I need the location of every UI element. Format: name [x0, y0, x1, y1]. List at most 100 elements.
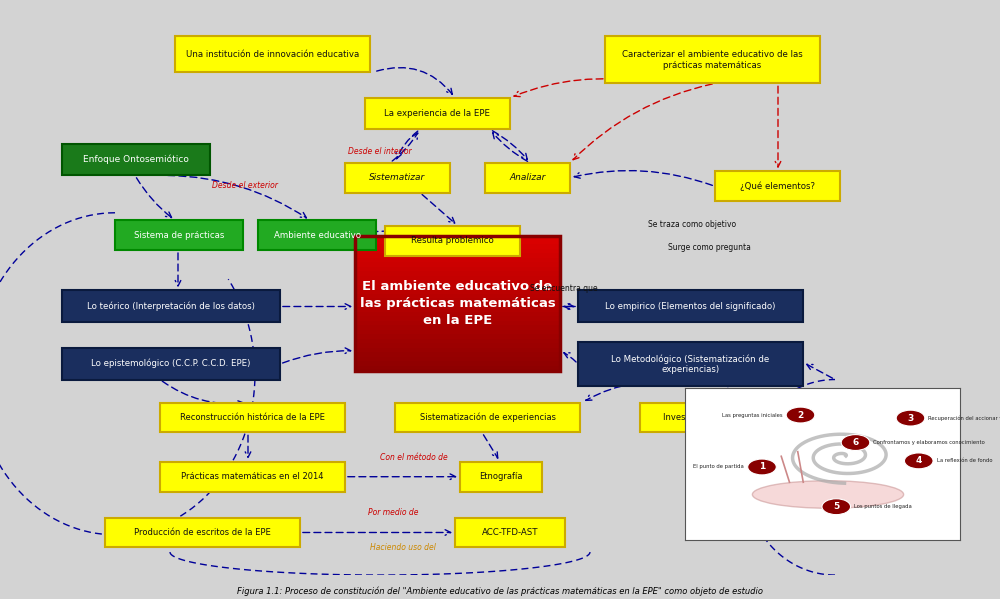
Circle shape — [841, 435, 870, 450]
FancyBboxPatch shape — [355, 244, 560, 249]
FancyBboxPatch shape — [105, 518, 300, 547]
FancyBboxPatch shape — [355, 343, 560, 349]
Text: Prácticas matemáticas en el 2014: Prácticas matemáticas en el 2014 — [181, 472, 324, 481]
Text: Producción de escritos de la EPE: Producción de escritos de la EPE — [134, 528, 271, 537]
FancyBboxPatch shape — [385, 226, 520, 256]
FancyBboxPatch shape — [355, 280, 560, 285]
FancyBboxPatch shape — [460, 462, 542, 492]
Text: Analizar: Analizar — [509, 173, 546, 182]
Text: Sistematizar: Sistematizar — [369, 173, 426, 182]
FancyBboxPatch shape — [355, 267, 560, 272]
Circle shape — [896, 410, 925, 426]
Circle shape — [822, 499, 851, 515]
FancyBboxPatch shape — [345, 163, 450, 193]
Text: Reconstrucción histórica de la EPE: Reconstrucción histórica de la EPE — [180, 413, 325, 422]
Text: ¿Qué elementos?: ¿Qué elementos? — [740, 181, 815, 191]
Text: 1: 1 — [759, 462, 765, 471]
FancyBboxPatch shape — [355, 311, 560, 317]
FancyBboxPatch shape — [365, 98, 510, 129]
FancyBboxPatch shape — [62, 291, 280, 322]
Text: Resulta problemico: Resulta problemico — [411, 237, 494, 246]
Text: 6: 6 — [852, 438, 859, 447]
FancyBboxPatch shape — [355, 334, 560, 340]
FancyBboxPatch shape — [355, 253, 560, 258]
Text: Recuperación del accionar vivido: Recuperación del accionar vivido — [928, 415, 1000, 421]
FancyBboxPatch shape — [355, 307, 560, 312]
Text: Investigación cualitativa: Investigación cualitativa — [663, 413, 765, 422]
FancyBboxPatch shape — [485, 163, 570, 193]
Text: 4: 4 — [916, 456, 922, 465]
FancyBboxPatch shape — [355, 330, 560, 335]
FancyBboxPatch shape — [355, 339, 560, 344]
Text: Ambiente educativo: Ambiente educativo — [274, 231, 360, 240]
FancyBboxPatch shape — [605, 36, 820, 83]
Text: Desde el interior: Desde el interior — [348, 147, 412, 156]
Text: Lo teórico (Interpretación de los datos): Lo teórico (Interpretación de los datos) — [87, 301, 255, 311]
FancyBboxPatch shape — [355, 302, 560, 308]
FancyBboxPatch shape — [175, 36, 370, 72]
FancyBboxPatch shape — [355, 289, 560, 294]
Text: Sistema de prácticas: Sistema de prácticas — [134, 231, 224, 240]
Text: Se traza como objetivo: Se traza como objetivo — [648, 220, 736, 229]
FancyBboxPatch shape — [160, 462, 345, 492]
FancyBboxPatch shape — [355, 235, 560, 240]
Text: El punto de partida: El punto de partida — [693, 464, 744, 470]
Text: Por medio de: Por medio de — [368, 509, 418, 518]
FancyBboxPatch shape — [355, 249, 560, 254]
FancyBboxPatch shape — [355, 321, 560, 326]
FancyBboxPatch shape — [62, 348, 280, 380]
Text: Enfoque Ontosemiótico: Enfoque Ontosemiótico — [83, 155, 189, 164]
FancyBboxPatch shape — [355, 357, 560, 362]
FancyBboxPatch shape — [355, 271, 560, 276]
FancyBboxPatch shape — [578, 291, 803, 322]
FancyBboxPatch shape — [258, 220, 376, 250]
Text: Surge como pregunta: Surge como pregunta — [668, 243, 751, 252]
FancyBboxPatch shape — [355, 348, 560, 353]
FancyBboxPatch shape — [160, 403, 345, 432]
FancyBboxPatch shape — [355, 361, 560, 367]
Text: Se encuentra que: Se encuentra que — [530, 284, 598, 293]
Circle shape — [786, 407, 815, 423]
Text: Lo empirico (Elementos del significado): Lo empirico (Elementos del significado) — [605, 302, 776, 311]
Circle shape — [748, 459, 776, 475]
Text: Lo Metodológico (Sistematización de
experiencias): Lo Metodológico (Sistematización de expe… — [611, 354, 770, 374]
Text: 2: 2 — [797, 410, 804, 419]
FancyBboxPatch shape — [395, 403, 580, 432]
Circle shape — [904, 453, 933, 469]
Text: La experiencia de la EPE: La experiencia de la EPE — [384, 109, 490, 118]
Text: La reflexión de fondo: La reflexión de fondo — [937, 458, 992, 464]
FancyBboxPatch shape — [455, 518, 565, 547]
Text: Las preguntas iniciales: Las preguntas iniciales — [722, 413, 783, 418]
Text: Una institución de innovación educativa: Una institución de innovación educativa — [186, 50, 359, 59]
FancyBboxPatch shape — [115, 220, 243, 250]
FancyBboxPatch shape — [355, 325, 560, 331]
FancyBboxPatch shape — [355, 258, 560, 263]
FancyBboxPatch shape — [355, 285, 560, 290]
Text: Caracterizar el ambiente educativo de las
prácticas matemáticas: Caracterizar el ambiente educativo de la… — [622, 50, 803, 69]
FancyBboxPatch shape — [355, 294, 560, 299]
Ellipse shape — [752, 481, 904, 508]
FancyBboxPatch shape — [355, 316, 560, 321]
Text: Sistematización de experiencias: Sistematización de experiencias — [420, 413, 556, 422]
FancyBboxPatch shape — [640, 403, 788, 432]
Text: ACC-TFD-AST: ACC-TFD-AST — [482, 528, 538, 537]
FancyBboxPatch shape — [355, 276, 560, 281]
Text: 3: 3 — [907, 413, 914, 423]
FancyBboxPatch shape — [578, 341, 803, 386]
FancyBboxPatch shape — [715, 171, 840, 201]
Text: Los puntos de llegada: Los puntos de llegada — [854, 504, 912, 509]
FancyBboxPatch shape — [355, 352, 560, 358]
Text: Figura 1.1: Proceso de constitución del "Ambiente educativo de las prácticas mat: Figura 1.1: Proceso de constitución del … — [237, 586, 763, 596]
FancyBboxPatch shape — [355, 298, 560, 303]
FancyBboxPatch shape — [355, 240, 560, 245]
FancyBboxPatch shape — [355, 262, 560, 267]
Text: Confrontamos y elaboramos conocimiento: Confrontamos y elaboramos conocimiento — [873, 440, 985, 445]
Text: Desde el exterior: Desde el exterior — [212, 181, 278, 190]
Text: 5: 5 — [833, 502, 839, 511]
Text: Con el método de: Con el método de — [380, 453, 448, 462]
Text: Lo epistemológico (C.C.P. C.C.D. EPE): Lo epistemológico (C.C.P. C.C.D. EPE) — [91, 359, 251, 368]
FancyBboxPatch shape — [62, 144, 210, 176]
Text: Etnografía: Etnografía — [479, 472, 523, 481]
Text: Haciendo uso del: Haciendo uso del — [370, 543, 436, 552]
Text: El ambiente educativo de
las prácticas matemáticas
en la EPE: El ambiente educativo de las prácticas m… — [360, 280, 555, 327]
